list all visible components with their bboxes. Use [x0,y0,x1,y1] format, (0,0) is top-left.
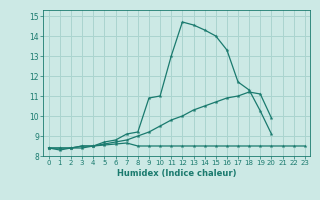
X-axis label: Humidex (Indice chaleur): Humidex (Indice chaleur) [117,169,236,178]
